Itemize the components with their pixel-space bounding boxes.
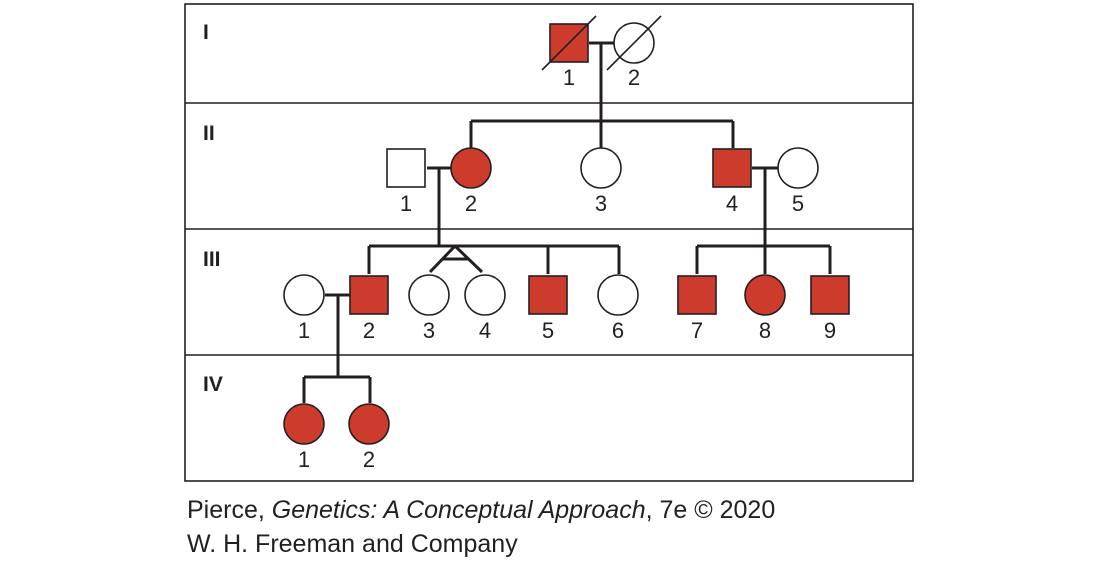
- individual-ii-3: 3: [580, 147, 622, 216]
- male-square-symbol: [712, 148, 752, 188]
- individual-i-2: 2: [606, 15, 662, 90]
- pedigree-frame: [184, 3, 914, 482]
- female-circle-symbol: [744, 274, 786, 316]
- individual-iii-5: 5: [528, 275, 568, 343]
- female-circle-symbol: [348, 403, 390, 445]
- individual-number: 6: [612, 318, 624, 343]
- individual-iii-8: 8: [744, 274, 786, 343]
- male-square-symbol: [528, 275, 568, 315]
- individual-iii-2: 2: [349, 275, 389, 343]
- generation-label-II: II: [203, 122, 215, 145]
- individual-i-1: 1: [541, 15, 597, 90]
- female-circle-symbol: [597, 274, 639, 316]
- book-title: Genetics: A Conceptual Approach: [271, 496, 646, 524]
- individual-iii-4: 4: [464, 274, 506, 343]
- deceased-slash: [606, 15, 662, 71]
- individual-number: 1: [298, 318, 310, 343]
- individual-number: 5: [542, 318, 554, 343]
- pedigree-connectors: [302, 41, 832, 403]
- male-square-symbol: [386, 148, 426, 188]
- female-circle-symbol: [450, 147, 492, 189]
- individual-number: 2: [363, 447, 375, 472]
- individual-number: 4: [479, 318, 491, 343]
- individual-number: 2: [465, 191, 477, 216]
- caption-line-2: W. H. Freeman and Company: [187, 530, 518, 558]
- deceased-slash: [541, 15, 597, 71]
- female-circle-symbol: [283, 274, 325, 316]
- individual-iii-3: 3: [408, 274, 450, 343]
- generation-label-I: I: [203, 21, 209, 44]
- individual-number: 1: [400, 191, 412, 216]
- pedigree-individuals: 1 2 1 2 3 4 5 1 2 3 4 5 6 7 8 9 1 2: [283, 15, 850, 472]
- individual-iii-6: 6: [597, 274, 639, 343]
- female-circle-symbol: [464, 274, 506, 316]
- figure-caption: Pierce, Genetics: A Conceptual Approach,…: [187, 493, 775, 561]
- individual-iii-7: 7: [677, 275, 717, 343]
- individual-ii-1: 1: [386, 148, 426, 216]
- individual-iii-9: 9: [810, 275, 850, 343]
- individual-number: 8: [759, 318, 771, 343]
- individual-number: 1: [563, 65, 575, 90]
- individual-ii-4: 4: [712, 148, 752, 216]
- female-circle-symbol: [580, 147, 622, 189]
- female-circle-symbol: [777, 147, 819, 189]
- individual-number: 2: [363, 318, 375, 343]
- individual-number: 3: [595, 191, 607, 216]
- individual-iii-1: 1: [283, 274, 325, 343]
- individual-number: 4: [726, 191, 738, 216]
- individual-number: 5: [792, 191, 804, 216]
- male-square-symbol: [810, 275, 850, 315]
- individual-number: 2: [628, 65, 640, 90]
- generation-label-III: III: [203, 248, 221, 271]
- caption-line-1: Pierce, Genetics: A Conceptual Approach,…: [187, 496, 776, 524]
- individual-iv-2: 2: [348, 403, 390, 472]
- individual-number: 3: [423, 318, 435, 343]
- individual-ii-5: 5: [777, 147, 819, 216]
- individual-number: 1: [298, 447, 310, 472]
- individual-iv-1: 1: [283, 403, 325, 472]
- female-circle-symbol: [283, 403, 325, 445]
- male-square-symbol: [677, 275, 717, 315]
- generation-label-IV: IV: [203, 373, 223, 396]
- individual-number: 7: [691, 318, 703, 343]
- female-circle-symbol: [408, 274, 450, 316]
- male-square-symbol: [349, 275, 389, 315]
- individual-ii-2: 2: [450, 147, 492, 216]
- individual-number: 9: [824, 318, 836, 343]
